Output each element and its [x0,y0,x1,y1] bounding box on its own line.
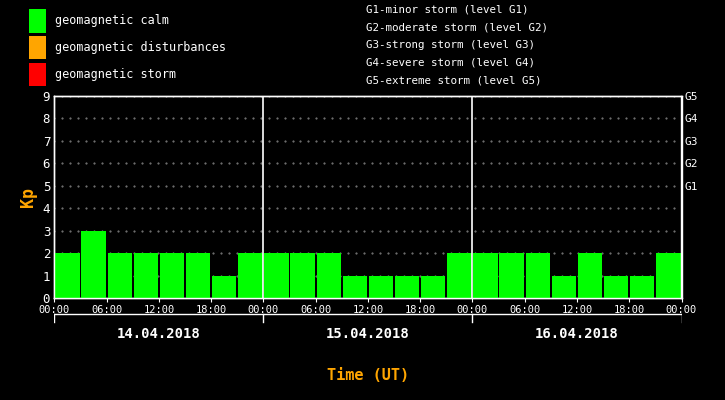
Text: G2-moderate storm (level G2): G2-moderate storm (level G2) [366,22,548,32]
Bar [343,276,367,298]
Text: geomagnetic disturbances: geomagnetic disturbances [55,41,226,54]
Bar [447,253,471,298]
Text: 16.04.2018: 16.04.2018 [535,327,619,341]
Bar [578,253,602,298]
Bar [133,253,158,298]
Bar [107,253,132,298]
Text: 15.04.2018: 15.04.2018 [326,327,410,341]
Text: geomagnetic storm: geomagnetic storm [55,68,176,81]
Text: G4-severe storm (level G4): G4-severe storm (level G4) [366,58,535,68]
Text: geomagnetic calm: geomagnetic calm [55,14,169,27]
Bar [395,276,419,298]
Text: G1-minor storm (level G1): G1-minor storm (level G1) [366,5,529,15]
FancyBboxPatch shape [28,63,46,86]
Bar [630,276,655,298]
Bar [186,253,210,298]
Text: 14.04.2018: 14.04.2018 [117,327,201,341]
Bar [421,276,445,298]
Bar [526,253,550,298]
Bar [265,253,289,298]
Y-axis label: Kp: Kp [19,187,37,207]
Bar [317,253,341,298]
Text: G3-strong storm (level G3): G3-strong storm (level G3) [366,40,535,50]
Bar [291,253,315,298]
Bar [473,253,498,298]
Bar [81,231,106,298]
Bar [55,253,80,298]
Bar [160,253,184,298]
Bar [238,253,262,298]
Bar [500,253,524,298]
FancyBboxPatch shape [28,9,46,32]
Bar [369,276,393,298]
Bar [604,276,629,298]
Text: G5-extreme storm (level G5): G5-extreme storm (level G5) [366,76,542,86]
Bar [656,253,681,298]
Bar [552,276,576,298]
Bar [212,276,236,298]
Text: Time (UT): Time (UT) [327,368,409,384]
FancyBboxPatch shape [28,36,46,60]
